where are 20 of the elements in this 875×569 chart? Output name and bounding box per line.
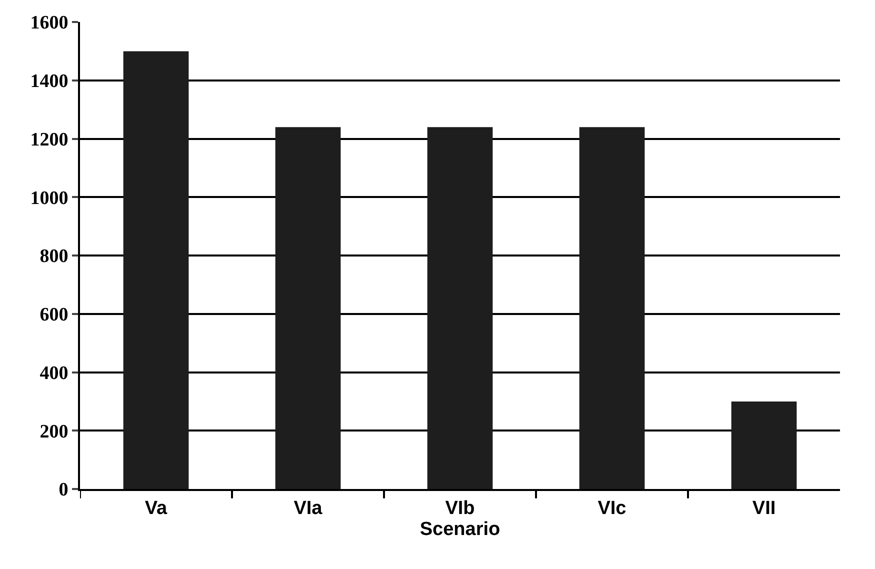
x-tick-label: VII: [752, 498, 776, 519]
bar: [427, 127, 493, 489]
x-axis-title: Scenario: [420, 518, 500, 540]
x-tick-label: VIb: [445, 498, 475, 519]
x-tick-label: Va: [144, 498, 168, 519]
y-tick-label: 1600: [30, 12, 68, 34]
y-tick-label: 400: [40, 362, 68, 384]
bar: [579, 127, 645, 489]
y-tick-label: 0: [58, 480, 68, 501]
x-tick-label: VIa: [294, 498, 323, 519]
y-tick-label: 1000: [30, 188, 68, 209]
bar: [275, 127, 341, 489]
bar: [731, 401, 797, 489]
y-tick-label: 200: [40, 421, 68, 442]
x-tick-label: VIc: [598, 498, 627, 519]
y-tick-label: 600: [40, 304, 68, 326]
bar: [123, 51, 189, 489]
y-tick-label: 1400: [30, 71, 68, 92]
y-tick-label: 800: [40, 246, 68, 268]
y-tick-label: 1200: [30, 129, 68, 150]
